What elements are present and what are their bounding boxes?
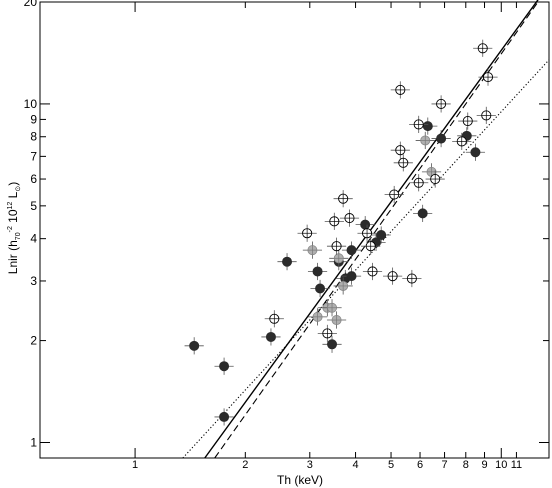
plot-frame bbox=[39, 1, 550, 459]
data-point-filled-black bbox=[465, 143, 486, 161]
data-point-open-circle bbox=[478, 68, 498, 86]
x-tick-label: 6 bbox=[417, 459, 423, 471]
data-point-filled-black bbox=[277, 253, 297, 271]
data-point-open-circle bbox=[361, 237, 381, 255]
data-point-filled-black bbox=[341, 267, 362, 285]
x-tick-label: 10 bbox=[495, 459, 507, 471]
data-point-open-circle bbox=[264, 310, 284, 328]
data-point-filled-black bbox=[214, 357, 234, 375]
data-point-open-circle bbox=[324, 212, 344, 230]
data-point-grey-shaded bbox=[329, 249, 349, 267]
y-label-mid: 10 bbox=[6, 209, 20, 226]
y-tick-label: 5 bbox=[30, 199, 37, 213]
data-point-grey-shaded bbox=[307, 308, 328, 326]
x-tick-label: 7 bbox=[441, 459, 447, 471]
data-point-filled-black bbox=[307, 262, 328, 281]
data-point-open-circle bbox=[473, 39, 493, 57]
y-axis-label: Lnir (h70-2 1012 L⊙) bbox=[6, 182, 22, 274]
data-point-open-circle bbox=[339, 209, 360, 227]
data-point-open-circle bbox=[452, 132, 472, 151]
fit-line-solid bbox=[204, 0, 539, 459]
data-point-filled-black bbox=[371, 226, 391, 244]
data-point-open-circle bbox=[409, 115, 429, 134]
data-point-open-circle bbox=[476, 106, 496, 124]
x-tick-label: 5 bbox=[388, 459, 394, 471]
y-tick-label: 2 bbox=[30, 334, 37, 348]
data-point-open-circle bbox=[297, 224, 317, 242]
data-point-grey-shaded bbox=[415, 131, 435, 150]
y-axis: 1 2 3 4 5 6 7 8 910 20 bbox=[24, 0, 549, 450]
data-point-filled-black bbox=[214, 408, 234, 426]
y-label-sub2: ⊙ bbox=[15, 186, 22, 192]
data-point-open-circle bbox=[326, 237, 347, 255]
y-tick-label: 10 bbox=[24, 97, 38, 111]
y-label-main: Lnir (h bbox=[6, 240, 20, 274]
data-point-filled-black bbox=[341, 241, 362, 259]
data-point-open-circle bbox=[409, 174, 429, 192]
data-point-open-circle bbox=[357, 224, 377, 242]
x-tick-label: 9 bbox=[481, 459, 487, 471]
data-point-filled-black bbox=[310, 279, 330, 298]
x-tick-label: 4 bbox=[352, 459, 358, 471]
y-label-space: L bbox=[6, 191, 20, 201]
y-tick-label: 6 bbox=[30, 172, 37, 186]
x-tick-label: 8 bbox=[463, 459, 469, 471]
fit-line-dotted bbox=[182, 59, 550, 459]
data-point-grey-shaded bbox=[302, 241, 323, 259]
data-point-open-circle bbox=[458, 112, 478, 130]
data-point-open-circle bbox=[333, 190, 353, 208]
data-point-open-circle bbox=[384, 185, 404, 204]
data-point-open-circle bbox=[390, 81, 410, 99]
y-tick-label: 8 bbox=[30, 130, 37, 144]
data-point-filled-black bbox=[261, 328, 281, 346]
x-tick-label: 1 bbox=[132, 459, 138, 471]
data-point-filled-black bbox=[413, 204, 433, 222]
data-point-grey-shaded bbox=[326, 311, 347, 329]
x-axis: 1 2 3 4 5 6 7 8 9 10 11 bbox=[132, 2, 522, 471]
y-tick-label: 1 bbox=[30, 436, 37, 450]
data-point-filled-black bbox=[322, 335, 342, 353]
y-label-end: ) bbox=[6, 182, 20, 186]
data-point-open-circle bbox=[317, 324, 337, 343]
data-point-grey-shaded bbox=[333, 277, 353, 295]
x-axis-label: Th (keV) bbox=[277, 473, 323, 487]
y-label-sup1: -2 bbox=[7, 226, 14, 232]
y-tick-label: 20 bbox=[24, 0, 38, 9]
data-point-open-circle bbox=[402, 269, 422, 288]
data-point-open-circle bbox=[362, 262, 383, 281]
fit-line-dashed bbox=[214, 1, 539, 459]
x-tick-label: 3 bbox=[307, 459, 313, 471]
data-point-open-circle bbox=[393, 154, 413, 172]
x-tick-label: 2 bbox=[242, 459, 248, 471]
data-markers bbox=[184, 39, 498, 426]
y-tick-label: 3 bbox=[30, 274, 37, 288]
x-tick-label: 11 bbox=[511, 459, 522, 471]
y-tick-label: 7 bbox=[30, 149, 37, 163]
data-point-grey-shaded bbox=[322, 299, 342, 317]
y-tick-label: 9 bbox=[30, 112, 37, 126]
y-tick-label: 4 bbox=[30, 232, 37, 246]
data-point-open-circle bbox=[425, 170, 445, 188]
data-point-open-circle bbox=[431, 95, 451, 113]
y-label-sub1: 70 bbox=[15, 232, 22, 240]
data-point-filled-black bbox=[431, 129, 451, 148]
y-label-sup2: 12 bbox=[7, 202, 14, 210]
data-point-open-circle bbox=[390, 141, 410, 159]
data-point-open-circle bbox=[383, 267, 403, 285]
data-point-filled-black bbox=[184, 337, 204, 355]
